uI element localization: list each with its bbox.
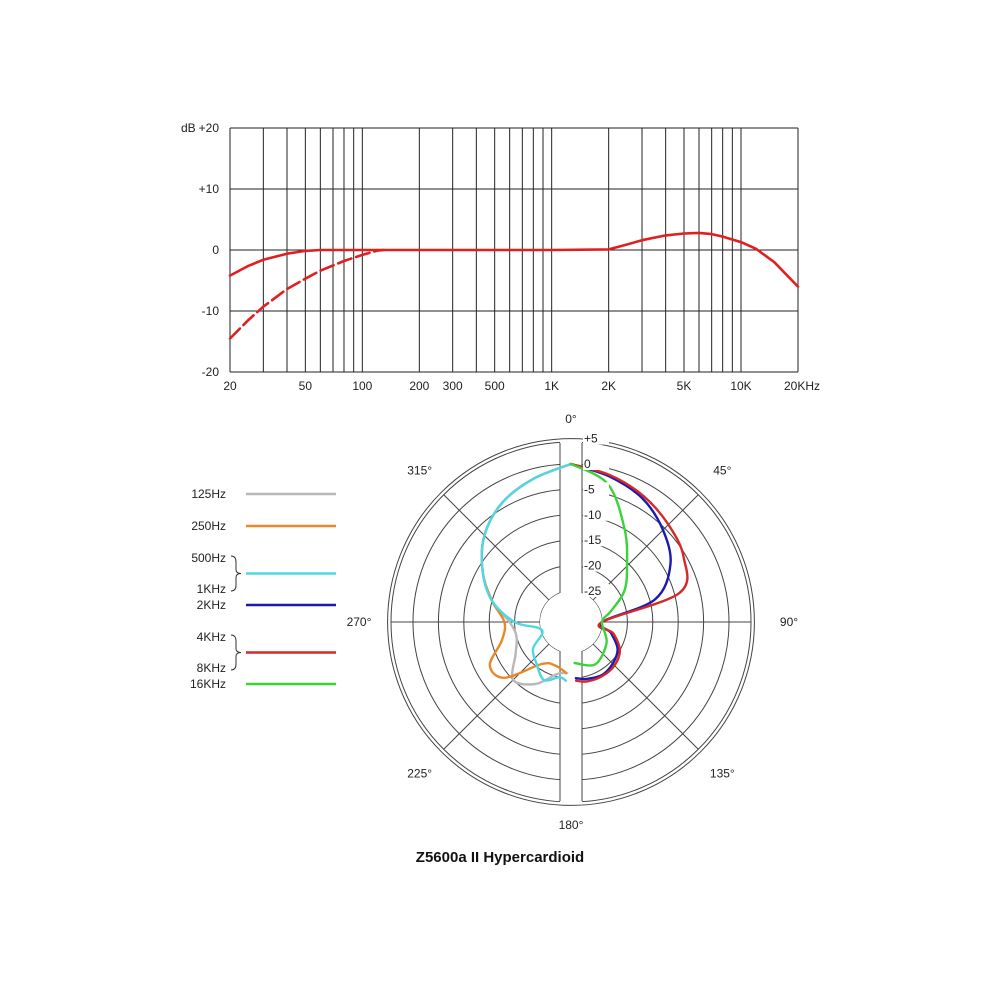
polar-tick-backdrop [583, 431, 609, 445]
polar-ring-label: -20 [584, 559, 602, 573]
polar-tick-backdrop [583, 533, 609, 547]
polar-spoke [443, 643, 550, 750]
polar-tick-backdrop [583, 558, 609, 572]
chart-caption: Z5600a II Hypercardioid [415, 849, 585, 866]
polar-tick-backdrop [583, 482, 609, 496]
polar-angle-label: 180° [559, 818, 584, 832]
x-tick-label: 5K [677, 379, 692, 393]
frequency-response-tick-labels: +20 +10 0 -10 -20 dB 20 50 100 200 300 500 1K 2K 5K 10K… [181, 121, 820, 393]
polar-spoke [592, 643, 699, 750]
legend-label: 2KHz [197, 598, 226, 612]
polar-angle-label: 0° [565, 412, 577, 426]
polar-angle-label: 135° [710, 766, 735, 780]
legend-brace [230, 555, 242, 592]
x-tick-label: 2K [601, 379, 616, 393]
y-tick-label: -20 [202, 365, 220, 379]
legend-label: 125Hz [191, 487, 226, 501]
polar-curve-right [569, 462, 629, 667]
x-tick-label: 200 [409, 379, 429, 393]
polar-tick-labels: +5 0 -5 -10 -15 -20 -25 0° 45° 90° 135° 180° 225° 270… [347, 412, 799, 832]
x-tick-label: 10K [730, 379, 751, 393]
x-tick-label: 50 [299, 379, 313, 393]
polar-ring-label: -15 [584, 533, 602, 547]
polar-angle-label: 315° [407, 464, 432, 478]
polar-ring-label: -25 [584, 584, 602, 598]
response-curve-dashed [228, 248, 386, 340]
polar-curve-left [480, 462, 573, 682]
legend: 125Hz 250Hz 500Hz 1KHz 2KHz 4KHz 8KHz 16KHz [190, 487, 336, 691]
polar-angle-label: 45° [713, 464, 731, 478]
polar-tick-backdrop [583, 584, 609, 597]
polar-tick-backdrop [583, 457, 609, 470]
polar-tick-backdrop [583, 507, 609, 521]
legend-label: 16KHz [190, 677, 226, 691]
polar-ring-label: -5 [584, 482, 595, 496]
y-tick-label: 0 [212, 243, 219, 257]
polar-spoke [443, 494, 550, 601]
polar-ring-label: +5 [584, 432, 598, 446]
polar-grid [387, 438, 755, 806]
y-tick-label: +20 [199, 121, 220, 135]
y-tick-label: -10 [202, 304, 220, 318]
x-tick-label: 500 [485, 379, 505, 393]
polar-ring-label: -10 [584, 508, 602, 522]
x-tick-label: 1K [544, 379, 559, 393]
polar-spoke [592, 494, 699, 601]
response-curve-solid [228, 231, 800, 288]
polar-curves [480, 462, 689, 686]
legend-label: 1KHz [197, 582, 226, 596]
polar-angle-label: 225° [407, 766, 432, 780]
y-tick-label: +10 [199, 182, 220, 196]
x-tick-label: 20 [223, 379, 237, 393]
polar-angle-label: 270° [347, 615, 372, 629]
legend-label: 500Hz [191, 551, 226, 565]
y-unit-label: dB [181, 121, 196, 135]
frequency-response-curves [228, 231, 800, 340]
x-tick-label: 20KHz [784, 379, 820, 393]
polar-center-hole [540, 591, 602, 653]
polar-ring-label: 0 [584, 457, 591, 471]
legend-label: 4KHz [197, 630, 226, 644]
legend-brace [230, 634, 242, 671]
polar-angle-label: 90° [780, 615, 798, 629]
legend-label: 250Hz [191, 519, 226, 533]
polar-ring [387, 438, 755, 806]
legend-label: 8KHz [197, 661, 226, 675]
x-tick-label: 100 [352, 379, 372, 393]
x-tick-label: 300 [443, 379, 463, 393]
